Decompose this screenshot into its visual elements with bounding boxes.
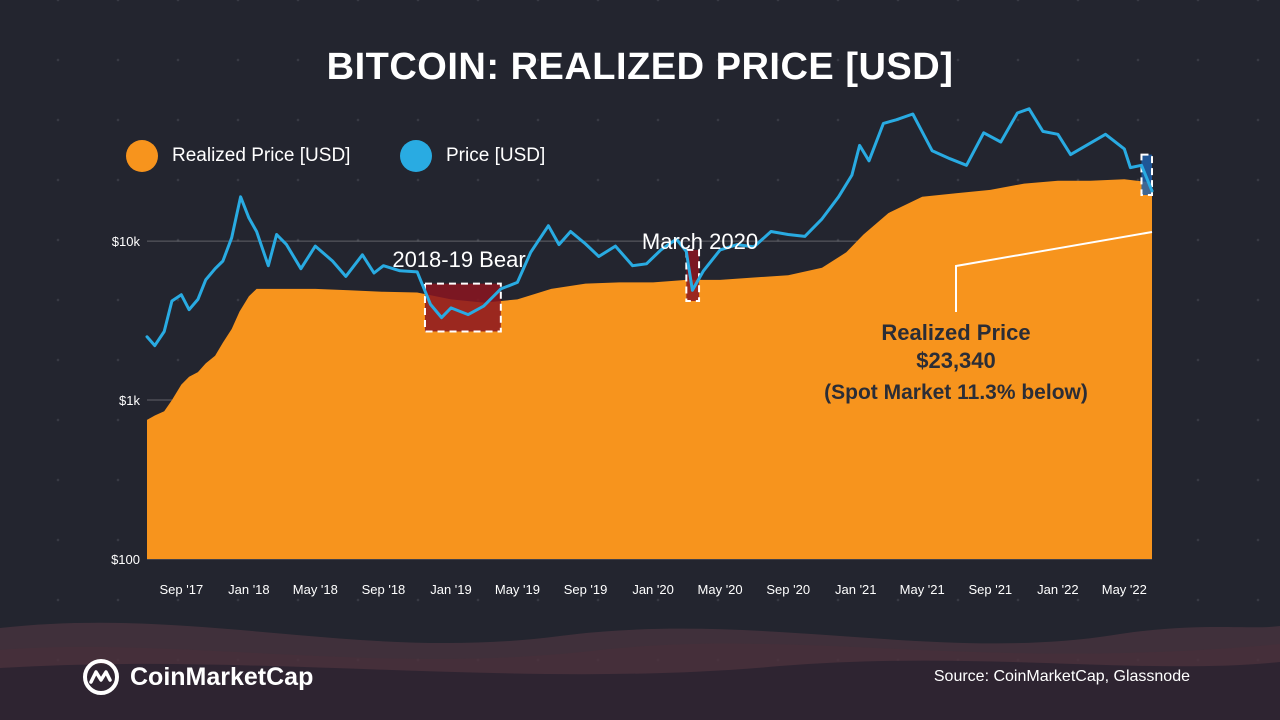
x-tick-label: Sep '18 (362, 582, 406, 597)
legend-realized-price: Realized Price [USD] (126, 140, 350, 172)
highlight-box-border-2 (1140, 153, 1154, 197)
coinmarketcap-logo-icon (83, 659, 119, 695)
march-annotation: March 2020 (642, 229, 758, 254)
x-tick-label: Jan '19 (430, 582, 472, 597)
price-line (145, 107, 1154, 348)
legend-realized-label: Realized Price [USD] (172, 145, 351, 166)
highlight-box-fill-0 (424, 283, 501, 332)
brand-name: CoinMarketCap (130, 662, 314, 691)
x-tick-label: Sep '19 (564, 582, 608, 597)
legend-price-swatch (400, 140, 432, 172)
y-tick-label: $1k (119, 393, 140, 408)
highlight-layer (423, 153, 1154, 333)
x-tick-label: May '22 (1102, 582, 1147, 597)
chart-title: BITCOIN: REALIZED PRICE [USD] (326, 46, 954, 88)
coinmarketcap-logo: CoinMarketCap (82, 658, 313, 696)
x-tick-label: Jan '21 (835, 582, 877, 597)
footer-waves (0, 622, 1280, 720)
annotation-layer: 2018-19 Bear March 2020 Realized Price $… (392, 229, 1153, 404)
x-tick-label: Sep '17 (159, 582, 203, 597)
realized-callout-label: Realized Price (881, 320, 1030, 345)
x-tick-label: Jan '20 (632, 582, 674, 597)
axis-layer: $100 $1k $10k Sep '17 Jan '18 May '18 Sep '18 J… (111, 234, 1147, 597)
realized-callout-line (955, 231, 1153, 312)
legend-realized-swatch (126, 140, 158, 172)
x-tick-label: Jan '22 (1037, 582, 1079, 597)
x-tick-label: Sep '21 (968, 582, 1012, 597)
realized-price-area (147, 179, 1152, 559)
x-tick-label: May '21 (900, 582, 945, 597)
x-tick-label: May '20 (698, 582, 743, 597)
bear-annotation: 2018-19 Bear (392, 247, 525, 272)
highlight-box-border-1 (685, 248, 701, 302)
spot-market-note: (Spot Market 11.3% below) (824, 381, 1088, 404)
y-tick-label: $10k (112, 234, 141, 249)
x-tick-label: Sep '20 (766, 582, 810, 597)
footer-wave-front (0, 660, 1280, 720)
source-credit: Source: CoinMarketCap, Glassnode (933, 668, 1190, 685)
x-tick-label: May '18 (293, 582, 338, 597)
highlight-box-border-0 (423, 282, 502, 333)
legend-price: Price [USD] (400, 140, 545, 172)
realized-area-layer (147, 179, 1152, 559)
realized-callout-value: $23,340 (916, 348, 996, 373)
price-line-layer (145, 107, 1154, 348)
y-tick-label: $100 (111, 552, 140, 567)
legend-price-label: Price [USD] (446, 145, 546, 166)
x-tick-label: Jan '18 (228, 582, 270, 597)
x-tick-label: May '19 (495, 582, 540, 597)
